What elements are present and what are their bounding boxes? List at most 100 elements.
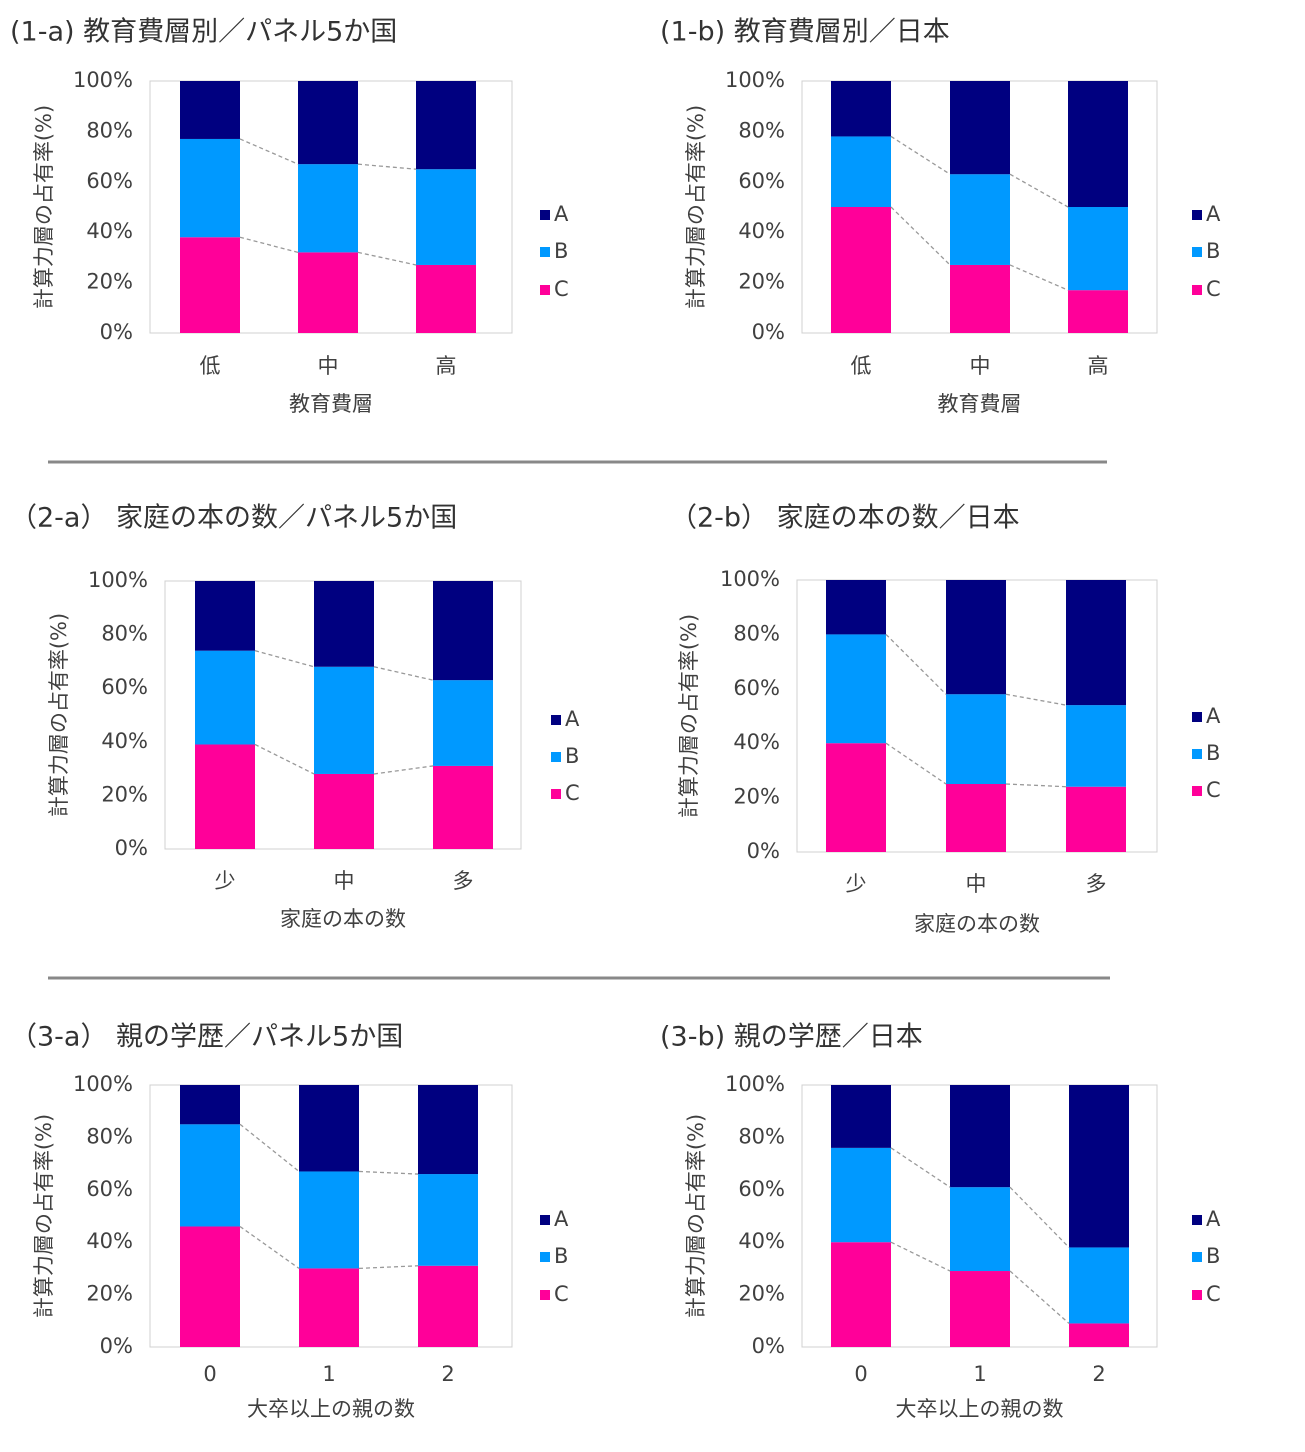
- y-axis-label: 計算力層の占有率(%): [677, 614, 701, 818]
- connector-line: [1005, 783, 1067, 788]
- connector-line: [373, 666, 434, 681]
- x-tick-label: 0: [854, 1362, 867, 1386]
- bar-segment: [1069, 1247, 1129, 1324]
- x-tick-label: 低: [200, 354, 221, 378]
- bar-segment: [946, 784, 1006, 852]
- legend-label: C: [554, 277, 569, 301]
- bar-segment: [1069, 1323, 1129, 1347]
- connector-line: [239, 1123, 300, 1172]
- connector-line: [1009, 1270, 1070, 1324]
- legend-label: B: [1206, 741, 1220, 765]
- connector-line: [1005, 693, 1067, 706]
- legend-swatch: [551, 752, 561, 762]
- legend-label: A: [554, 1207, 569, 1231]
- legend-swatch: [1192, 786, 1202, 796]
- y-axis-label: 計算力層の占有率(%): [47, 613, 71, 817]
- x-axis-label: 大卒以上の親の数: [896, 1397, 1064, 1421]
- y-tick-label: 60%: [738, 1177, 785, 1201]
- legend-swatch: [1192, 210, 1202, 220]
- y-tick-label: 60%: [86, 1177, 133, 1201]
- bar-segment: [1068, 81, 1128, 207]
- chart-title: （3-a） 親の学歴／パネル5か国: [10, 1022, 403, 1053]
- connector-line: [373, 765, 434, 775]
- legend-label: C: [1206, 1282, 1221, 1306]
- chart-title: (1-a) 教育費層別／パネル5か国: [10, 17, 397, 48]
- y-axis-label: 計算力層の占有率(%): [32, 105, 56, 309]
- y-tick-label: 100%: [725, 1072, 785, 1096]
- legend-label: C: [1206, 277, 1221, 301]
- legend-swatch: [1192, 285, 1202, 295]
- legend-label: C: [1206, 778, 1221, 802]
- chart-title: (1-b) 教育費層別／日本: [660, 17, 950, 48]
- connector-line: [1009, 264, 1069, 291]
- y-tick-label: 40%: [738, 219, 785, 243]
- bar-segment: [180, 138, 240, 238]
- legend-swatch: [540, 285, 550, 295]
- bar-segment: [314, 773, 374, 849]
- bar-segment: [1066, 786, 1126, 852]
- legend-label: A: [565, 707, 580, 731]
- bar-segment: [299, 1171, 359, 1269]
- bar-segment: [416, 169, 476, 265]
- y-tick-label: 100%: [725, 68, 785, 92]
- legend-label: C: [565, 781, 580, 805]
- bar-segment: [831, 136, 891, 207]
- connector-line: [239, 1225, 300, 1269]
- bar-segment: [416, 264, 476, 333]
- x-tick-label: 多: [1086, 872, 1107, 896]
- y-tick-label: 20%: [101, 782, 148, 806]
- connector-line: [890, 1147, 951, 1188]
- y-tick-label: 0%: [100, 320, 133, 344]
- bar-segment: [831, 1147, 891, 1243]
- bar-segment: [826, 634, 886, 744]
- bar-segment: [831, 1242, 891, 1347]
- y-axis-label: 計算力層の占有率(%): [684, 105, 708, 309]
- bar-segment: [826, 580, 886, 635]
- y-tick-label: 0%: [752, 320, 785, 344]
- connector-line: [890, 1241, 951, 1272]
- connector-line: [885, 633, 947, 695]
- x-tick-label: 1: [973, 1362, 986, 1386]
- x-tick-label: 低: [851, 354, 872, 378]
- y-tick-label: 60%: [86, 169, 133, 193]
- y-tick-label: 20%: [86, 270, 133, 294]
- y-tick-label: 80%: [733, 621, 780, 645]
- legend-label: A: [1206, 704, 1221, 728]
- connector-line: [254, 650, 315, 668]
- legend-swatch: [540, 247, 550, 257]
- bar-segment: [1069, 1085, 1129, 1248]
- bar-segment: [180, 81, 240, 139]
- bar-segment: [950, 81, 1010, 175]
- bar-segment: [180, 1226, 240, 1347]
- chart-title: （2-a） 家庭の本の数／パネル5か国: [10, 503, 457, 534]
- bar-segment: [826, 743, 886, 852]
- connector-line: [890, 135, 951, 175]
- legend-label: B: [1206, 1244, 1220, 1268]
- x-tick-label: 1: [322, 1362, 335, 1386]
- y-tick-label: 40%: [733, 730, 780, 754]
- connector-line: [358, 1170, 419, 1175]
- y-tick-label: 40%: [86, 1229, 133, 1253]
- bar-segment: [950, 174, 1010, 265]
- connector-line: [1009, 173, 1069, 208]
- y-tick-label: 0%: [752, 1334, 785, 1358]
- y-tick-label: 0%: [747, 839, 780, 863]
- y-tick-label: 80%: [738, 118, 785, 142]
- bar-segment: [950, 1187, 1010, 1272]
- bar-segment: [1066, 705, 1126, 787]
- y-axis-label: 計算力層の占有率(%): [684, 1114, 708, 1318]
- connector-line: [890, 206, 951, 266]
- bar-segment: [195, 650, 255, 745]
- x-axis-label: 教育費層: [289, 392, 373, 416]
- bar-segment: [314, 581, 374, 667]
- x-tick-label: 2: [1092, 1362, 1105, 1386]
- bar-segment: [1066, 580, 1126, 706]
- y-tick-label: 100%: [73, 1072, 133, 1096]
- legend-swatch: [551, 789, 561, 799]
- legend-swatch: [1192, 1215, 1202, 1225]
- connector-line: [357, 251, 417, 266]
- connector-line: [1009, 1186, 1070, 1248]
- bar-segment: [195, 744, 255, 849]
- y-tick-label: 40%: [101, 729, 148, 753]
- y-tick-label: 80%: [738, 1124, 785, 1148]
